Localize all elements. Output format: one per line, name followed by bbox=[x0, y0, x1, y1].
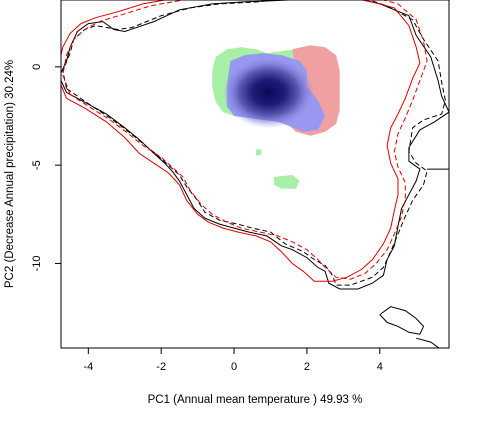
density-core bbox=[222, 56, 315, 129]
x-axis-title: PC1 (Annual mean temperature ) 49.93 % bbox=[148, 394, 363, 406]
y-axis-title: PC2 (Decrease Annual precipitation) 30.2… bbox=[4, 60, 16, 288]
black-contour-line bbox=[62, 0, 446, 286]
x-tick-label: 4 bbox=[377, 361, 383, 373]
green-density-region bbox=[255, 149, 262, 156]
black-contour-line bbox=[416, 337, 440, 348]
red-contour-line bbox=[61, 0, 421, 282]
x-tick-label: -2 bbox=[156, 361, 166, 373]
x-axis: -4 -2 0 2 4 bbox=[83, 348, 383, 373]
green-density-region bbox=[274, 175, 300, 189]
red-contour-line bbox=[62, 0, 428, 280]
black-contour-line bbox=[379, 306, 425, 335]
y-axis: 0 -5 -10 bbox=[31, 64, 61, 272]
x-tick-label: 0 bbox=[231, 361, 237, 373]
x-tick-label: -4 bbox=[83, 361, 93, 373]
y-tick-label: 0 bbox=[31, 64, 43, 70]
y-tick-label: -10 bbox=[31, 256, 43, 272]
y-tick-label: -5 bbox=[31, 160, 43, 170]
niche-contours bbox=[61, 0, 449, 348]
plot-frame bbox=[60, 0, 450, 349]
black-contour-line bbox=[61, 0, 449, 290]
x-tick-label: 2 bbox=[304, 361, 310, 373]
density-regions bbox=[212, 45, 340, 189]
